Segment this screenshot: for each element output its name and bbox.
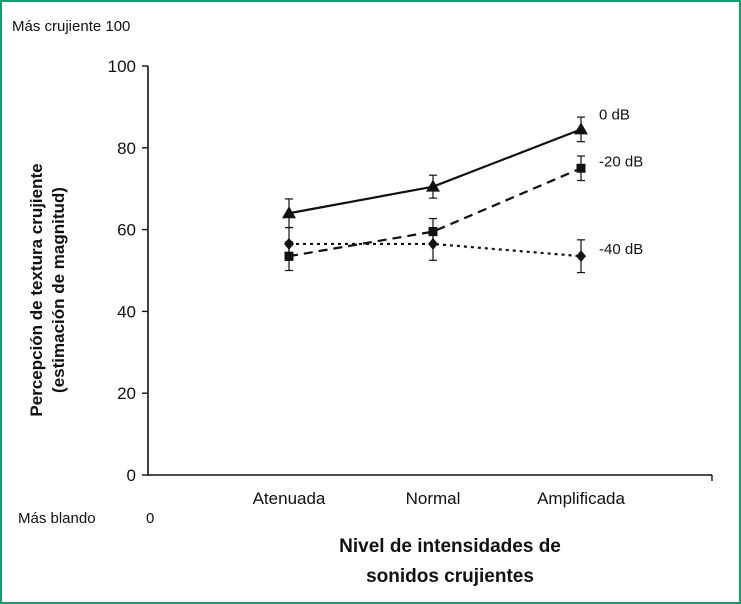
x-tick-label: Atenuada [253,489,326,508]
point-diamond [576,250,586,263]
series-2: -40 dB [284,226,643,274]
series-group: 0 dB -20 dB -40 dB [282,106,643,274]
x-ticks: Atenuada Normal Amplificada [253,475,713,508]
series-label: 0 dB [599,106,630,123]
series-0: 0 dB [282,106,630,229]
y-tick-label: 60 [117,221,136,240]
point-diamond [284,237,294,250]
series-label: -40 dB [599,241,643,258]
series-line [288,167,582,258]
y-axis-title-line1: Percepción de textura crujiente [27,163,46,416]
y-tick-label: 100 [108,57,136,76]
point-triangle [574,122,588,135]
x-axis-title-line2: sonidos crujientes [366,566,534,587]
point-diamond [428,237,438,250]
x-tick-label: Normal [406,489,461,508]
x-axis-title-line1: Nivel de intensidades de [339,536,561,557]
y-tick-label: 80 [117,139,136,158]
x-tick-label: Amplificada [537,489,625,508]
bottom-zero-annotation: 0 [146,510,155,527]
series-line [288,128,582,215]
point-square [576,163,586,173]
y-axis-title-line2: (estimación de magnitud) [49,187,68,393]
series-1: -20 dB [284,153,643,272]
axes [147,66,712,476]
top-annotation: Más crujiente 100 [12,18,131,35]
y-tick-label: 20 [117,384,136,403]
y-tick-label: 0 [127,466,136,485]
x-axis-title: Nivel de intensidades de sonidos crujien… [230,532,670,592]
y-tick-label: 40 [117,302,136,321]
series-label: -20 dB [599,153,643,170]
point-triangle [282,206,296,219]
bottom-annotation: Más blando [18,510,96,527]
y-ticks: 0 20 40 60 80 100 [108,57,148,485]
point-triangle [426,179,440,192]
